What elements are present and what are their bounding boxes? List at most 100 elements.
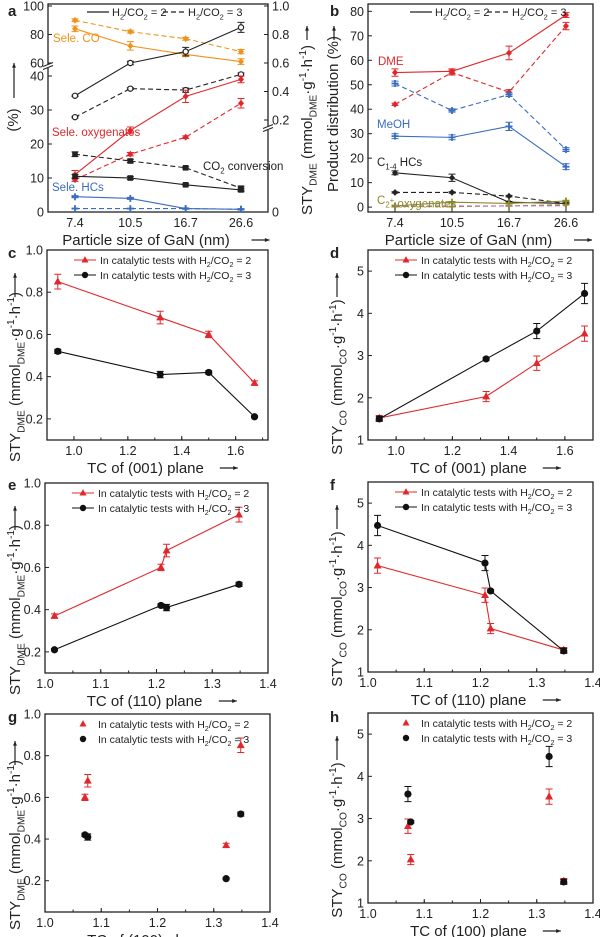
data-point <box>481 590 489 599</box>
y-tick-label: 0.4 <box>24 603 41 617</box>
y-tick-label: 20 <box>30 138 44 152</box>
x-axis-label: TC of (001) plane <box>410 460 527 477</box>
x-axis-label: TC of (110) plane <box>411 692 527 709</box>
data-point <box>402 503 410 511</box>
data-point <box>392 100 398 108</box>
legend-label: In catalytic tests with H2/CO2 = 2 <box>98 488 249 502</box>
x-tick-label: 1.3 <box>205 916 222 930</box>
legend-label: In catalytic tests with H2/CO2 = 2 <box>421 487 572 501</box>
legend: In catalytic tests with H2/CO2 = 2In cat… <box>395 255 572 284</box>
series-2 <box>50 580 243 654</box>
axis-break-mark <box>262 124 274 129</box>
series-line <box>394 25 567 105</box>
x-tick-label: 1.1 <box>93 916 110 930</box>
data-point <box>156 370 164 379</box>
data-point <box>560 647 568 655</box>
series-line <box>394 83 567 150</box>
data-point <box>127 150 134 158</box>
y-tick-label: 60 <box>30 57 44 71</box>
y-axis-label: STYDME (mmolDME·g-1·h-1) <box>6 760 28 930</box>
data-point <box>406 855 415 863</box>
data-point <box>235 580 243 588</box>
y-tick-label: 70 <box>350 29 364 43</box>
y-axis-right-arrow-icon <box>305 26 309 40</box>
y-tick-label: 4 <box>357 539 364 553</box>
y-right-tick-label: 0.2 <box>272 114 289 128</box>
y-tick-label: 0 <box>357 201 364 215</box>
data-point <box>402 271 410 279</box>
series-line <box>75 208 242 210</box>
y-tick-label: 1 <box>357 897 364 911</box>
y-tick-label: 0.2 <box>24 645 41 659</box>
panel-b: b 7.4 10.5 16.7 26.6 0 10 20 30 40 50 60 70 80 Particl… <box>325 3 594 249</box>
y-tick-label: 5 <box>357 728 364 742</box>
data-point <box>182 182 189 188</box>
series-line <box>74 26 242 97</box>
panel-label: b <box>330 3 339 20</box>
series-line <box>54 583 240 651</box>
legend: In catalytic tests with H2/CO2 = 2In cat… <box>395 487 572 516</box>
data-point <box>448 203 456 211</box>
x-tick-label: 1.3 <box>204 677 221 691</box>
x-tick-label: 1.4 <box>173 444 190 458</box>
y-tick-label: 10 <box>350 176 364 190</box>
data-point <box>448 133 456 141</box>
data-point <box>162 603 171 612</box>
legend-label: In catalytic tests with H2/CO2 = 3 <box>98 734 249 748</box>
y-tick-label: 1.0 <box>24 708 41 722</box>
panel-g: g 1.0 1.1 1.2 1.3 1.4 0.2 0.4 0.6 0.8 1.0 TC of (10… <box>6 708 279 937</box>
x-tick-label: 10.5 <box>440 216 464 230</box>
panel-c: c 1.0 1.2 1.4 1.6 0.2 0.4 0.6 0.8 1.0 TC of (001) … <box>6 244 269 477</box>
series-line <box>57 281 255 384</box>
data-point <box>238 58 244 65</box>
series-annotation: C2+ oxygenates <box>377 195 456 210</box>
x-tick-label: 1.2 <box>444 444 461 458</box>
data-point <box>580 329 589 337</box>
y-tick-label: 0.6 <box>24 561 41 575</box>
data-point <box>449 69 455 76</box>
data-point <box>238 99 244 107</box>
series-line <box>394 125 567 168</box>
x-tick-label: 1.1 <box>416 676 433 690</box>
data-point <box>560 878 568 886</box>
series-annotation: Sele. CO <box>53 33 100 45</box>
data-point <box>404 790 412 798</box>
series-line <box>74 19 242 53</box>
y-tick-label: 2 <box>357 854 364 868</box>
legend-label: In catalytic tests with H2/CO2 = 3 <box>421 270 572 284</box>
legend-label: H2/CO2 = 2 <box>112 7 166 21</box>
legend: In catalytic tests with H2/CO2 = 2In cat… <box>74 255 251 284</box>
y-axis-arrow-icon <box>335 505 339 529</box>
y-axis-arrow-icon <box>335 736 339 760</box>
series-1 <box>80 737 245 849</box>
data-point <box>238 48 244 55</box>
legend: In catalytic tests with H2/CO2 = 2In cat… <box>79 719 249 748</box>
series-4 <box>391 80 570 154</box>
x-tick-label: 26.6 <box>554 216 578 230</box>
panel-label: f <box>330 477 336 494</box>
data-point <box>222 875 230 883</box>
series-line <box>394 200 567 207</box>
panel-label: c <box>8 245 16 262</box>
series-1 <box>403 788 568 885</box>
legend-label: In catalytic tests with H2/CO2 = 3 <box>100 270 251 284</box>
data-point <box>157 601 165 610</box>
legend: In catalytic tests with H2/CO2 = 2In cat… <box>72 488 249 517</box>
series-annotation: Sele. oxygenates <box>52 127 140 139</box>
x-tick-label: 1.0 <box>359 676 376 690</box>
x-tick-label: 1.2 <box>148 677 165 691</box>
x-tick-label: 1.0 <box>36 677 53 691</box>
legend-label: In catalytic tests with H2/CO2 = 3 <box>421 733 572 747</box>
series-1 <box>53 273 259 386</box>
series-line <box>377 565 564 651</box>
y-tick-label: 0.8 <box>24 749 41 763</box>
y-tick-label: 2 <box>357 623 364 637</box>
data-point <box>182 48 189 55</box>
data-point <box>79 489 87 496</box>
y-tick-label: 0.4 <box>24 833 41 847</box>
data-point <box>238 185 244 191</box>
series-line <box>394 172 567 204</box>
y-axis-label: STYDME (mmolDME·g-1·h-1) <box>6 525 28 695</box>
data-point <box>482 392 491 400</box>
legend-label: In catalytic tests with H2/CO2 = 2 <box>98 719 249 733</box>
